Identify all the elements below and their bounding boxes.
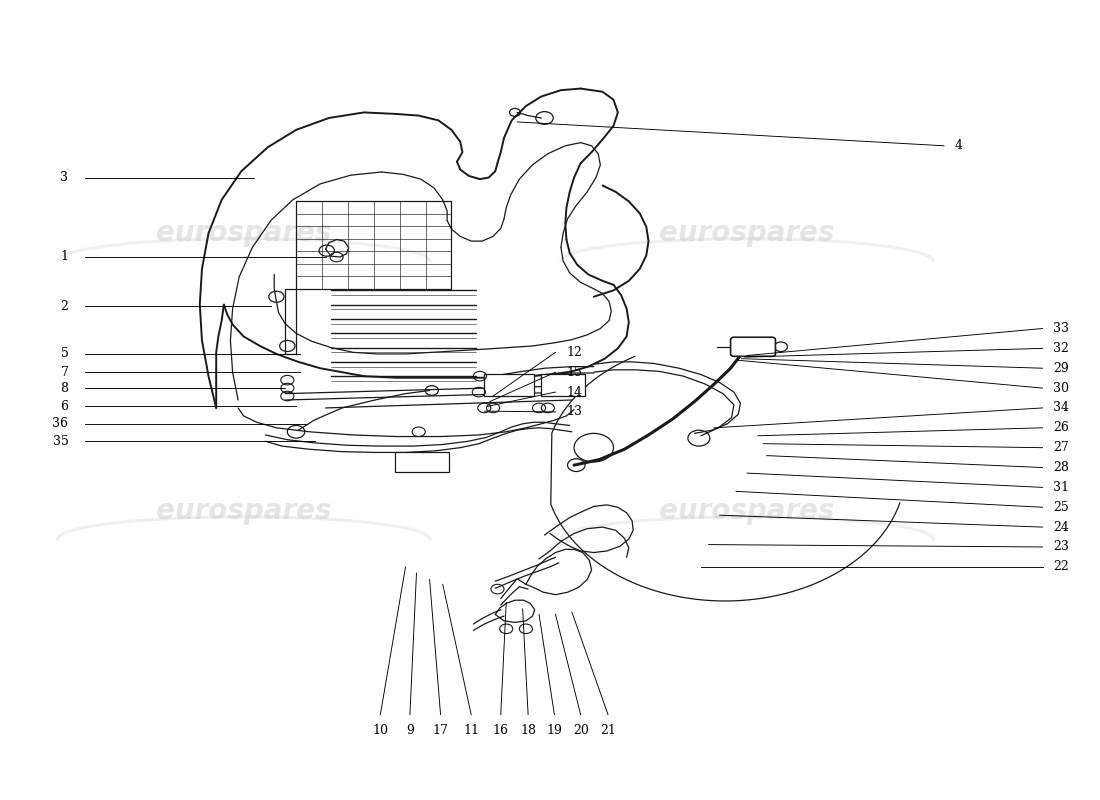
Text: 11: 11 — [463, 724, 480, 737]
FancyBboxPatch shape — [395, 453, 449, 472]
Text: 25: 25 — [1054, 501, 1069, 514]
Text: 7: 7 — [60, 366, 68, 378]
Text: 24: 24 — [1054, 521, 1069, 534]
Text: 29: 29 — [1054, 362, 1069, 374]
Text: 5: 5 — [60, 347, 68, 361]
Text: 2: 2 — [60, 300, 68, 313]
Text: 8: 8 — [60, 382, 68, 394]
Text: eurospares: eurospares — [659, 498, 835, 526]
Text: 34: 34 — [1054, 402, 1069, 414]
Text: 21: 21 — [601, 724, 616, 737]
Text: 28: 28 — [1054, 461, 1069, 474]
Text: 16: 16 — [493, 724, 508, 737]
FancyBboxPatch shape — [730, 338, 776, 356]
Text: 1: 1 — [60, 250, 68, 263]
Text: 22: 22 — [1054, 560, 1069, 574]
Text: 13: 13 — [566, 406, 582, 418]
Text: 9: 9 — [406, 724, 414, 737]
Text: 26: 26 — [1054, 422, 1069, 434]
Text: 36: 36 — [53, 418, 68, 430]
FancyBboxPatch shape — [484, 374, 534, 396]
Text: 6: 6 — [60, 400, 68, 413]
Text: 12: 12 — [566, 346, 582, 359]
Text: 23: 23 — [1054, 541, 1069, 554]
Text: 18: 18 — [520, 724, 536, 737]
Text: 4: 4 — [955, 139, 962, 152]
Text: 15: 15 — [566, 366, 582, 378]
Text: eurospares: eurospares — [659, 219, 835, 247]
FancyBboxPatch shape — [541, 374, 585, 396]
Text: 33: 33 — [1054, 322, 1069, 335]
Text: 14: 14 — [566, 386, 582, 398]
Text: 19: 19 — [547, 724, 562, 737]
Text: eurospares: eurospares — [156, 498, 331, 526]
Text: eurospares: eurospares — [156, 219, 331, 247]
Text: 10: 10 — [373, 724, 388, 737]
Text: 17: 17 — [432, 724, 449, 737]
Text: 35: 35 — [53, 435, 68, 448]
Text: 30: 30 — [1054, 382, 1069, 394]
Text: 3: 3 — [60, 171, 68, 184]
Text: 32: 32 — [1054, 342, 1069, 355]
Text: 31: 31 — [1054, 481, 1069, 494]
Text: 20: 20 — [573, 724, 588, 737]
Text: 27: 27 — [1054, 441, 1069, 454]
